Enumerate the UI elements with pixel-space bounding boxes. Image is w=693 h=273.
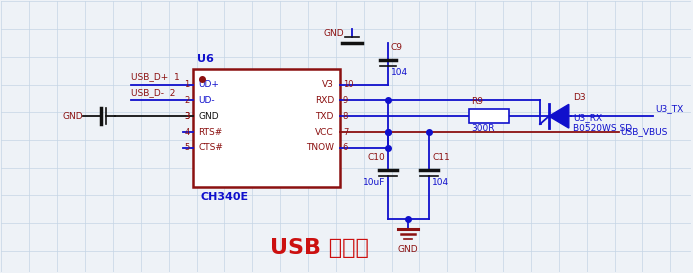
Text: USB_D+  1: USB_D+ 1: [131, 73, 179, 82]
Text: RTS#: RTS#: [198, 127, 222, 136]
Text: 300R: 300R: [471, 124, 495, 133]
Text: 6: 6: [343, 143, 348, 152]
Text: 4: 4: [184, 127, 190, 136]
Text: UD-: UD-: [198, 96, 215, 105]
Text: TXD: TXD: [315, 112, 334, 121]
Text: GND: GND: [62, 112, 83, 121]
Text: 1: 1: [184, 80, 190, 89]
Text: V3: V3: [322, 80, 334, 89]
Text: C10: C10: [368, 153, 385, 162]
Text: 7: 7: [343, 127, 348, 136]
Text: U6: U6: [198, 54, 214, 64]
Text: CH340E: CH340E: [200, 192, 249, 202]
Text: U3_TX: U3_TX: [656, 104, 684, 113]
Text: USB 转串口: USB 转串口: [270, 238, 369, 258]
Text: 9: 9: [343, 96, 348, 105]
Text: TNOW: TNOW: [306, 143, 334, 152]
Text: USB_VBUS: USB_VBUS: [621, 127, 668, 136]
Text: VCC: VCC: [315, 127, 334, 136]
Text: U3_RX: U3_RX: [573, 113, 602, 122]
Text: C11: C11: [432, 153, 450, 162]
Bar: [469, 109, 509, 123]
Text: RXD: RXD: [315, 96, 334, 105]
Text: UD+: UD+: [198, 80, 220, 89]
Text: D3: D3: [573, 93, 586, 102]
Text: 104: 104: [432, 177, 450, 186]
Text: USB_D-  2: USB_D- 2: [131, 88, 175, 97]
Text: R9: R9: [471, 97, 483, 106]
Text: GND: GND: [397, 245, 418, 254]
Text: 104: 104: [391, 68, 407, 77]
Text: 2: 2: [184, 96, 190, 105]
Text: 3: 3: [184, 112, 190, 121]
Text: 5: 5: [184, 143, 190, 152]
Bar: [193, 69, 340, 188]
Text: B0520WS SD: B0520WS SD: [573, 124, 632, 133]
Text: GND: GND: [198, 112, 219, 121]
Text: 10uF: 10uF: [363, 177, 385, 186]
Text: 10: 10: [343, 80, 353, 89]
Text: C9: C9: [391, 43, 403, 52]
Text: CTS#: CTS#: [198, 143, 223, 152]
Text: 3: 3: [184, 112, 190, 121]
Polygon shape: [549, 104, 569, 128]
Text: GND: GND: [324, 29, 344, 38]
Text: 8: 8: [343, 112, 348, 121]
